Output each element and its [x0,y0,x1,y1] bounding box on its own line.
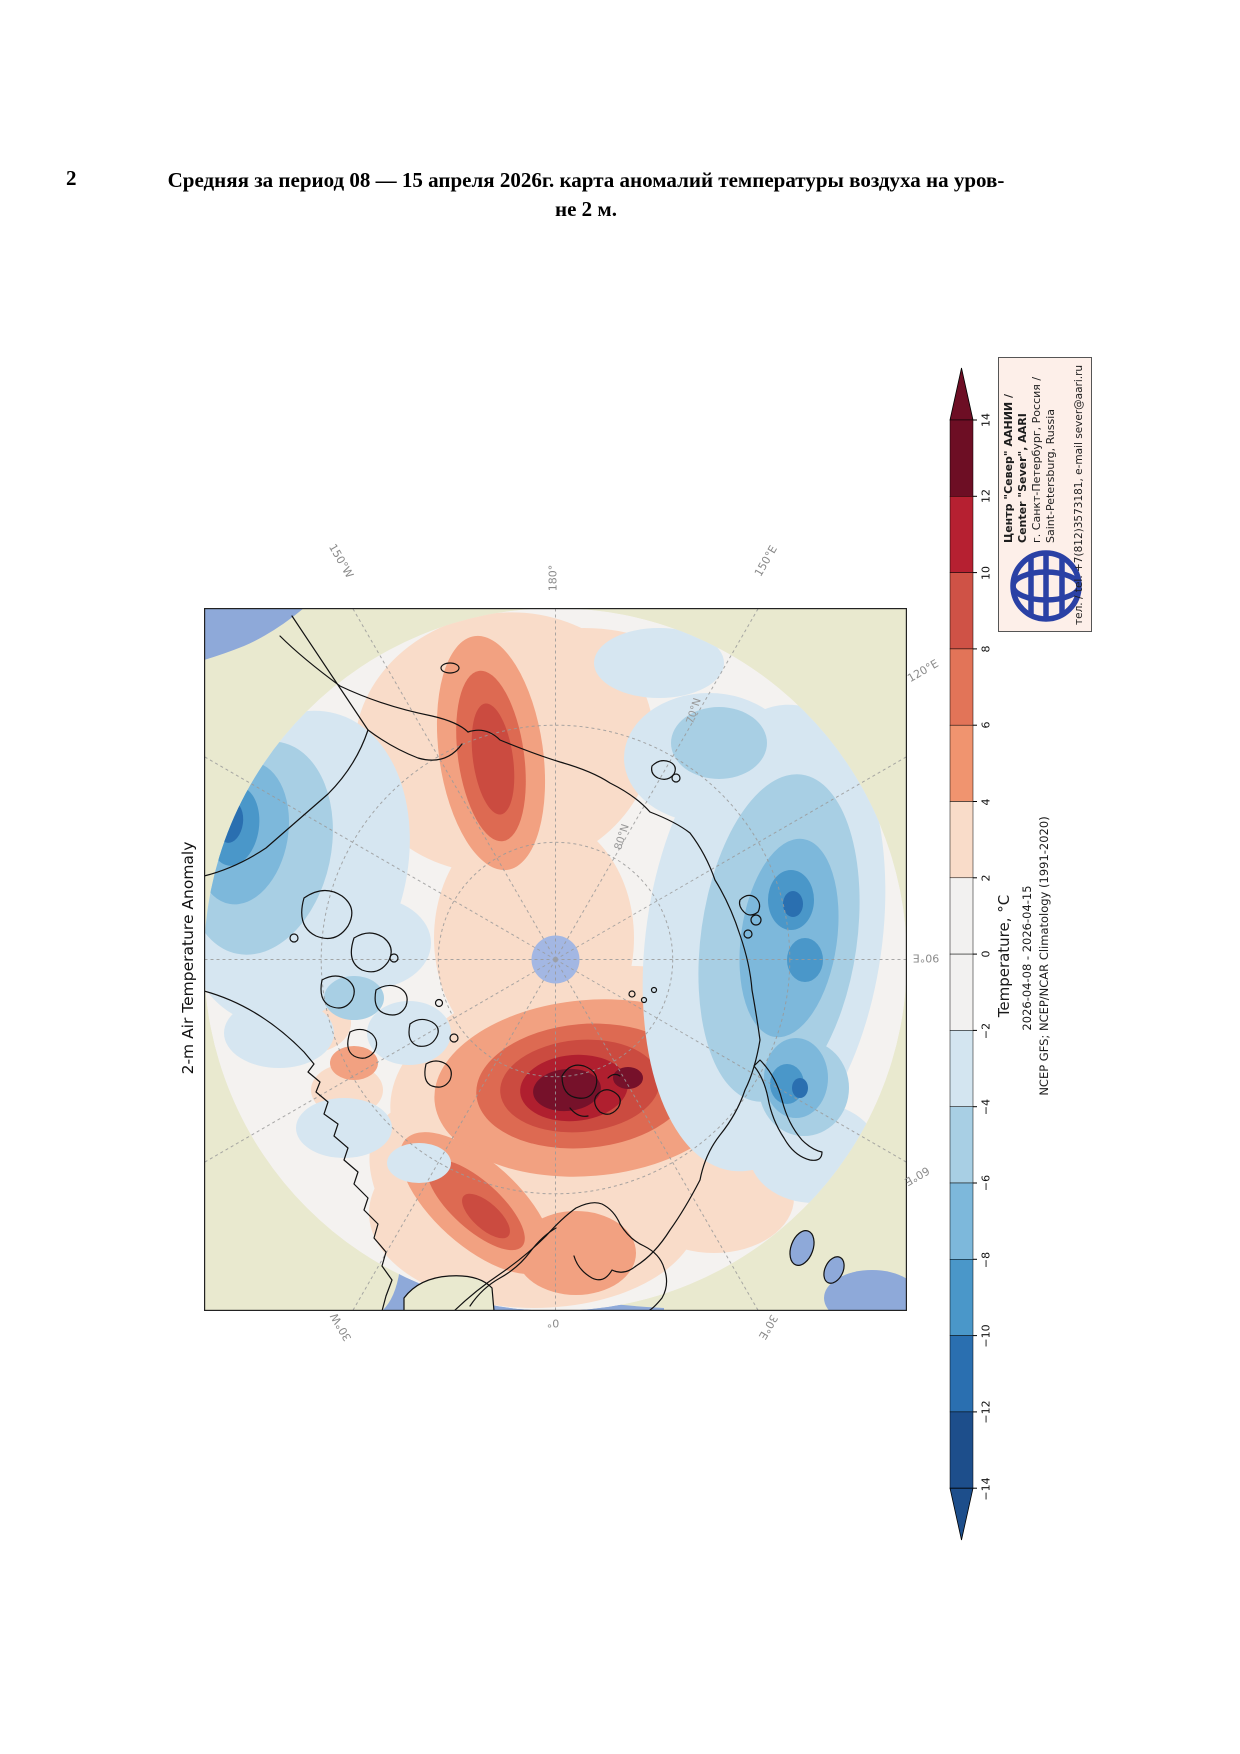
aari-logo-text: Центр "Север" ААНИИ / Center "Sever", AA… [1002,377,1058,543]
colorbar-units-label: Temperature, °C [995,894,1013,1018]
arctic-anomaly-map [204,608,907,1311]
logo-line-4: Saint-Petersburg, Russia [1044,408,1057,543]
cb-tick-m8: −8 [979,1251,993,1269]
aari-globe-icon [1010,550,1082,622]
colorbar-ticks [973,419,977,1489]
meridian-label-0: 0° [546,1316,560,1330]
meridian-label-90e: 90°E [912,951,940,965]
cb-tick-6: 6 [979,721,993,729]
cb-tick-12: 12 [979,489,993,503]
cb-tick-4: 4 [979,798,993,806]
page-title: Средняя за период 08 — 15 апреля 2026г. … [130,166,1042,224]
cb-tick-m2: −2 [979,1022,993,1040]
page-title-line2: не 2 м. [555,197,617,221]
map-frame [204,608,907,1311]
aari-logo-box: Центр "Север" ААНИИ / Center "Sever", AA… [998,357,1092,632]
logo-line-3: г. Санкт-Петербург, Россия / [1030,376,1043,543]
colorbar-source-label: NCEP GFS; NCEP/NCAR Climatology (1991-20… [1037,816,1051,1096]
map-y-axis-label: 2-m Air Temperature Anomaly [179,841,197,1075]
cb-tick-8: 8 [979,645,993,653]
anomaly-field [204,608,907,1311]
cb-tick-m12: −12 [979,1400,993,1424]
meridian-label-30w: 30°W [327,1310,355,1344]
temperature-colorbar [949,367,977,1541]
colorbar-period-label: 2026-04-08 - 2026-04-15 [1020,885,1034,1031]
meridian-label-30e: 30°E [755,1312,781,1342]
cb-tick-10: 10 [979,566,993,580]
cb-tick-m4: −4 [979,1098,993,1116]
cb-tick-m10: −10 [979,1324,993,1348]
cb-tick-m14: −14 [979,1477,993,1501]
coastlines [204,615,845,1311]
cb-tick-2: 2 [979,874,993,882]
page-title-line1: Средняя за период 08 — 15 апреля 2026г. … [167,168,1005,192]
cb-tick-0: 0 [979,950,993,958]
page-number: 2 [66,166,77,190]
iceland [403,1275,495,1311]
meridian-label-120e: 120°E [905,657,941,685]
meridian-label-180: 180° [546,564,560,592]
colorbar-arrow-top [949,367,974,421]
cb-tick-m6: −6 [979,1174,993,1192]
meridian-label-150e: 150°E [752,543,780,579]
logo-line-1: Центр "Север" ААНИИ / [1002,394,1015,543]
colorbar-segments [949,419,974,1489]
logo-line-5: тел. / tel. +7(812)3573181, e-mail sever… [1073,364,1085,625]
cb-tick-14: 14 [979,413,993,427]
logo-line-2: Center "Sever", AARI [1016,413,1029,543]
graticule [204,608,907,1311]
colorbar-arrow-bottom [949,1487,974,1541]
meridian-label-150w: 150°W [326,541,356,581]
aari-logo-box-inner: Центр "Север" ААНИИ / Center "Sever", AA… [998,357,1092,632]
